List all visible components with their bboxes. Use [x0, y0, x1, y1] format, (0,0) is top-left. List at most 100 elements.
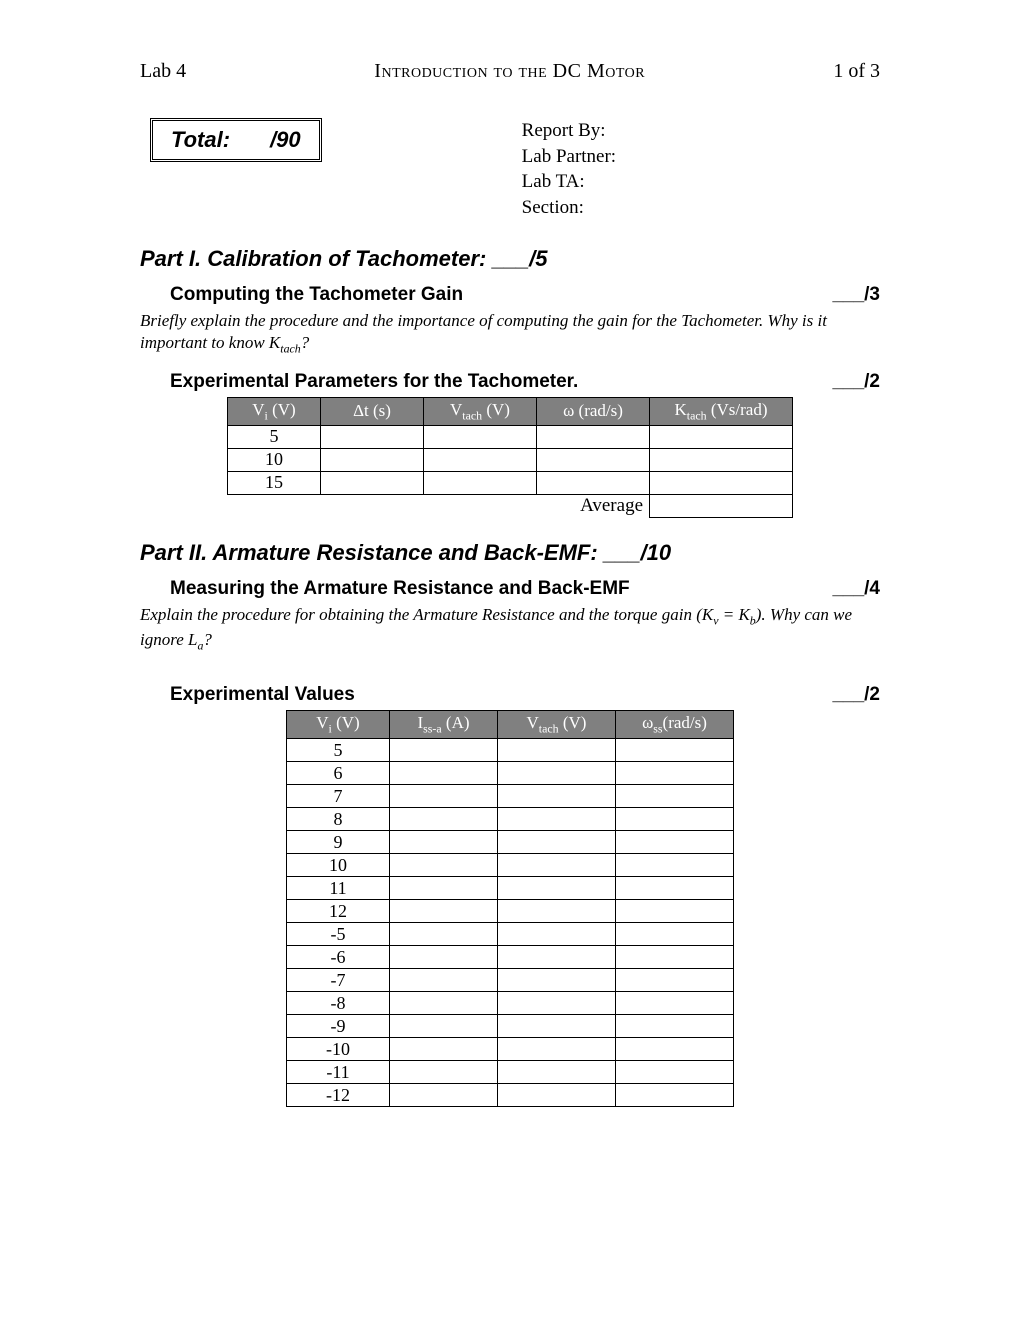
table-row: -9 [287, 1015, 734, 1038]
p2i-a: Explain the procedure for obtaining the … [140, 605, 713, 624]
table-cell [390, 969, 498, 992]
info-lab-ta: Lab TA: [522, 169, 616, 195]
header-center: Introduction to the DC Motor [374, 60, 645, 83]
table-row: 10 [228, 448, 793, 471]
part2-heading: Part II. Armature Resistance and Back-EM… [140, 540, 880, 566]
table-cell [498, 969, 616, 992]
part1-sub1-row: Computing the Tachometer Gain ___/3 [140, 284, 880, 306]
table-cell [498, 992, 616, 1015]
total-label: Total: [171, 127, 230, 152]
part1-instr1-text: Briefly explain the procedure and the im… [140, 311, 827, 352]
table-cell [390, 1084, 498, 1107]
table-cell [616, 1061, 734, 1084]
table-header-row: Vi (V) Δt (s) Vtach (V) ω (rad/s) Ktach … [228, 397, 793, 425]
table-cell [321, 471, 424, 494]
part1-table: Vi (V) Δt (s) Vtach (V) ω (rad/s) Ktach … [227, 397, 793, 518]
table-header-row: Vi (V) Iss-a (A) Vtach (V) ωss(rad/s) [287, 710, 734, 738]
table-cell [390, 1061, 498, 1084]
table-cell: 15 [228, 471, 321, 494]
table-cell [616, 831, 734, 854]
table-cell [390, 923, 498, 946]
table-cell: 12 [287, 900, 390, 923]
table-cell: 10 [287, 854, 390, 877]
th-vi: Vi (V) [228, 397, 321, 425]
table-cell: -8 [287, 992, 390, 1015]
part2-sub1-score: ___/4 [832, 578, 880, 600]
table-cell [616, 900, 734, 923]
table-cell [616, 1084, 734, 1107]
info-block: Report By: Lab Partner: Lab TA: Section: [522, 118, 616, 221]
table-cell [537, 425, 650, 448]
table-cell [498, 1015, 616, 1038]
th2-wss: ωss(rad/s) [616, 710, 734, 738]
table-cell [650, 471, 793, 494]
header-left: Lab 4 [140, 60, 186, 83]
table-cell [424, 471, 537, 494]
page: Lab 4 Introduction to the DC Motor 1 of … [0, 0, 1020, 1320]
table-cell [424, 448, 537, 471]
part1-instr1: Briefly explain the procedure and the im… [140, 310, 880, 357]
info-section: Section: [522, 195, 616, 221]
table-cell [616, 992, 734, 1015]
table-cell [498, 762, 616, 785]
table-row: 12 [287, 900, 734, 923]
average-label: Average [537, 494, 650, 517]
th2-vtach: Vtach (V) [498, 710, 616, 738]
th2-vi: Vi (V) [287, 710, 390, 738]
top-row: Total:/90 Report By: Lab Partner: Lab TA… [140, 118, 880, 221]
table-row: -11 [287, 1061, 734, 1084]
p2i-d: ? [203, 630, 212, 649]
table-cell: -5 [287, 923, 390, 946]
table-cell [390, 739, 498, 762]
table-cell: 10 [228, 448, 321, 471]
table-cell [498, 808, 616, 831]
table-cell [616, 923, 734, 946]
table-cell [650, 448, 793, 471]
th-ktach: Ktach (Vs/rad) [650, 397, 793, 425]
table-cell [390, 946, 498, 969]
table-cell [616, 877, 734, 900]
th-dt: Δt (s) [321, 397, 424, 425]
ktach-sub: tach [280, 341, 300, 355]
table-row: 11 [287, 877, 734, 900]
table-cell [390, 900, 498, 923]
table-cell [390, 831, 498, 854]
table-row: 15 [228, 471, 793, 494]
part1-sub1-score: ___/3 [832, 284, 880, 306]
table-row: -10 [287, 1038, 734, 1061]
part1-sub2-row: Experimental Parameters for the Tachomet… [140, 371, 880, 393]
table-row: 6 [287, 762, 734, 785]
table-cell [390, 785, 498, 808]
table-row: -8 [287, 992, 734, 1015]
table-cell: -11 [287, 1061, 390, 1084]
table-row: 9 [287, 831, 734, 854]
table-row: -12 [287, 1084, 734, 1107]
table-cell [321, 448, 424, 471]
table-cell [498, 900, 616, 923]
table-row: 8 [287, 808, 734, 831]
table-row: 10 [287, 854, 734, 877]
table-cell: 7 [287, 785, 390, 808]
table-cell [616, 739, 734, 762]
part2-sub1-row: Measuring the Armature Resistance and Ba… [140, 578, 880, 600]
table-cell [390, 877, 498, 900]
table-cell [498, 831, 616, 854]
p2i-b: = K [718, 605, 749, 624]
table-cell: -7 [287, 969, 390, 992]
table-cell: 11 [287, 877, 390, 900]
average-row: Average [228, 494, 793, 517]
table-cell: 9 [287, 831, 390, 854]
part1-sub2-score: ___/2 [832, 371, 880, 393]
table-cell [390, 808, 498, 831]
table-cell [616, 808, 734, 831]
table-row: -5 [287, 923, 734, 946]
table-cell [498, 854, 616, 877]
table-cell [616, 1038, 734, 1061]
table-cell [498, 1038, 616, 1061]
table-cell [616, 762, 734, 785]
table-row: 7 [287, 785, 734, 808]
table-cell [498, 946, 616, 969]
table-cell [498, 923, 616, 946]
part2-sub2-score: ___/2 [832, 684, 880, 706]
part2-table: Vi (V) Iss-a (A) Vtach (V) ωss(rad/s) 56… [286, 710, 734, 1107]
